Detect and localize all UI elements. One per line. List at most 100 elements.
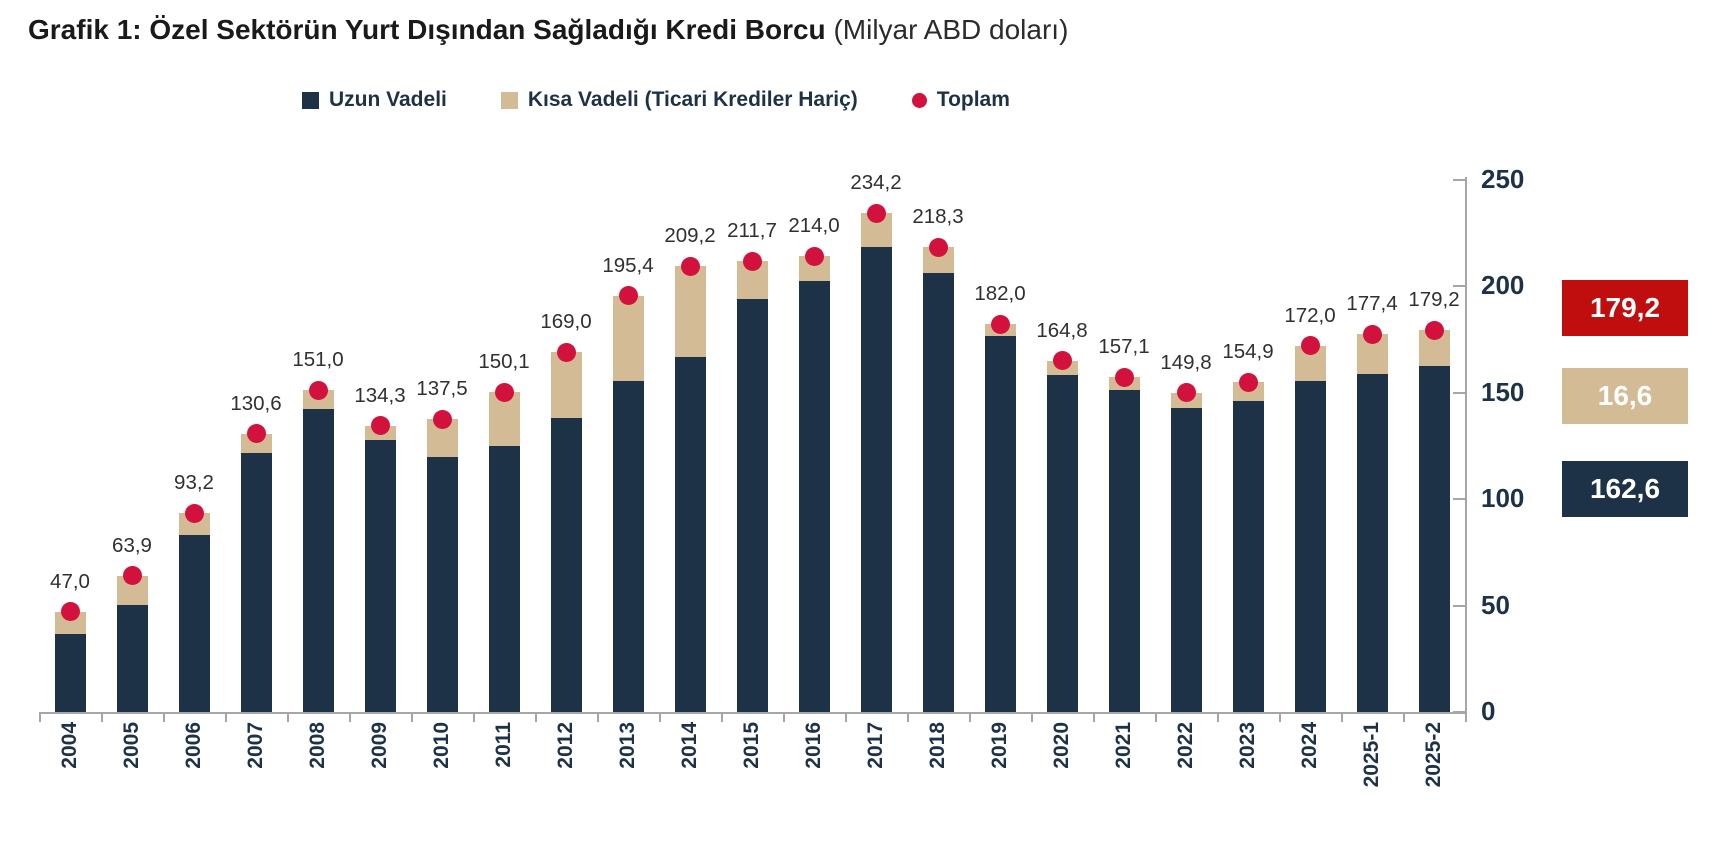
y-axis-tick xyxy=(1453,711,1465,713)
y-axis-tick-label: 100 xyxy=(1481,483,1525,513)
total-value-label: 130,6 xyxy=(230,391,282,415)
total-marker-dot xyxy=(680,256,700,276)
x-axis-year-label-text: 2004 xyxy=(58,722,81,769)
bar-long-term-segment xyxy=(1046,375,1078,712)
x-axis-year-label: 2004 xyxy=(39,722,101,814)
total-value-label: 154,9 xyxy=(1222,340,1274,364)
total-value-label: 164,8 xyxy=(1036,318,1088,342)
x-axis-year-label: 2012 xyxy=(535,722,597,814)
bar-long-term-segment xyxy=(178,535,210,712)
bar-long-term-segment xyxy=(240,452,272,712)
x-axis-year-label: 2023 xyxy=(1217,722,1279,814)
total-marker-dot xyxy=(246,424,266,444)
x-axis-tick xyxy=(163,712,165,722)
x-axis-year-label: 2018 xyxy=(907,722,969,814)
x-axis-year-label-text: 2018 xyxy=(926,722,949,769)
x-axis-year-label-text: 2019 xyxy=(988,722,1011,769)
x-axis-year-label: 2014 xyxy=(659,722,721,814)
x-axis-tick xyxy=(349,712,351,722)
total-value-label: 63,9 xyxy=(112,533,152,557)
total-marker-dot xyxy=(556,342,576,362)
total-value-label: 93,2 xyxy=(174,471,214,495)
bar-long-term-segment xyxy=(1170,407,1202,712)
summary-box-total: 179,2 xyxy=(1562,280,1688,336)
total-value-label: 209,2 xyxy=(664,224,716,248)
bar-long-term-segment xyxy=(612,380,644,712)
y-axis-tick-label: 150 xyxy=(1481,376,1525,407)
summary-box-total-value: 179,2 xyxy=(1589,292,1661,323)
chart-legend: Uzun Vadeli Kısa Vadeli (Ticari Krediler… xyxy=(302,88,1010,112)
x-axis-tick xyxy=(473,712,475,722)
y-axis-line xyxy=(1465,176,1467,714)
total-value-label: 182,0 xyxy=(974,282,1026,306)
x-axis-year-label-text: 2025-1 xyxy=(1360,722,1383,788)
bar-long-term-segment xyxy=(364,439,396,712)
total-marker-dot xyxy=(928,237,948,257)
bar-long-term-segment xyxy=(674,356,706,712)
total-value-label: 195,4 xyxy=(602,253,654,277)
x-axis-year-label-text: 2014 xyxy=(678,722,701,769)
total-marker-dot xyxy=(1424,320,1444,340)
bar-long-term-segment xyxy=(984,336,1016,712)
chart-title: Grafik 1: Özel Sektörün Yurt Dışından Sa… xyxy=(28,14,1068,46)
x-axis-year-label: 2022 xyxy=(1155,722,1217,814)
total-marker-dot xyxy=(1052,351,1072,371)
y-axis-tick-label: 250 xyxy=(1481,163,1525,194)
y-axis-tick xyxy=(1453,178,1465,181)
y-axis-tick-label: 0 xyxy=(1481,696,1496,726)
x-axis-year-label: 2006 xyxy=(163,722,225,814)
x-axis-tick xyxy=(411,712,413,722)
x-axis-year-label-text: 2010 xyxy=(430,722,453,769)
x-axis-tick xyxy=(225,712,227,722)
x-axis-tick xyxy=(101,712,103,722)
bar-short-term-segment xyxy=(612,295,644,381)
x-axis-tick xyxy=(597,712,599,722)
legend-item-toplam: Toplam xyxy=(911,88,1010,112)
x-axis-tick xyxy=(1403,712,1405,722)
y-axis-tick xyxy=(1453,498,1465,500)
bar-long-term-segment xyxy=(860,246,892,712)
x-axis-year-label: 2017 xyxy=(845,722,907,814)
total-value-label: 151,0 xyxy=(292,348,344,372)
x-axis-year-label: 2005 xyxy=(101,722,163,814)
bar-long-term-segment xyxy=(426,457,458,712)
legend-item-kisa-vadeli: Kısa Vadeli (Ticari Krediler Hariç) xyxy=(500,88,858,112)
bar-short-term-segment xyxy=(674,266,706,357)
total-value-label: 234,2 xyxy=(850,171,902,195)
x-axis-tick xyxy=(659,712,661,722)
x-axis-year-label: 2013 xyxy=(597,722,659,814)
x-axis-tick xyxy=(39,712,41,722)
chart-title-unit: (Milyar ABD doları) xyxy=(825,14,1069,45)
x-axis-year-label-text: 2022 xyxy=(1174,722,1197,769)
total-marker-dot xyxy=(742,251,762,271)
total-value-label: 134,3 xyxy=(354,383,406,407)
total-value-label: 150,1 xyxy=(478,350,530,374)
x-axis-year-label-text: 2007 xyxy=(244,722,267,769)
legend-square-icon xyxy=(302,91,319,109)
legend-item-uzun-vadeli: Uzun Vadeli xyxy=(302,88,447,112)
chart-title-main: Grafik 1: Özel Sektörün Yurt Dışından Sa… xyxy=(28,14,826,45)
x-axis-year-label: 2007 xyxy=(225,722,287,814)
x-axis-tick xyxy=(783,712,785,722)
x-axis-tick xyxy=(1155,712,1157,722)
bar-long-term-segment xyxy=(1418,365,1450,712)
total-marker-dot xyxy=(866,203,886,223)
x-axis-year-label-text: 2016 xyxy=(802,722,825,769)
y-axis-tick-label: 50 xyxy=(1481,589,1510,620)
bar-long-term-segment xyxy=(302,409,334,712)
x-axis-year-label-text: 2020 xyxy=(1050,722,1073,769)
total-value-label: 169,0 xyxy=(540,310,592,334)
bar-long-term-segment xyxy=(1232,401,1264,712)
total-marker-dot xyxy=(1176,383,1196,403)
legend-label: Kısa Vadeli (Ticari Krediler Hariç) xyxy=(527,88,858,111)
total-value-label: 149,8 xyxy=(1160,350,1212,374)
bar-short-term-segment xyxy=(550,352,582,419)
x-axis-year-label: 2025-1 xyxy=(1341,722,1403,814)
total-marker-dot xyxy=(308,380,328,400)
total-value-label: 172,0 xyxy=(1284,303,1336,327)
x-axis-tick xyxy=(845,712,847,722)
total-marker-dot xyxy=(184,503,204,523)
x-axis-tick xyxy=(1341,712,1343,722)
x-axis-tick xyxy=(1465,712,1467,722)
